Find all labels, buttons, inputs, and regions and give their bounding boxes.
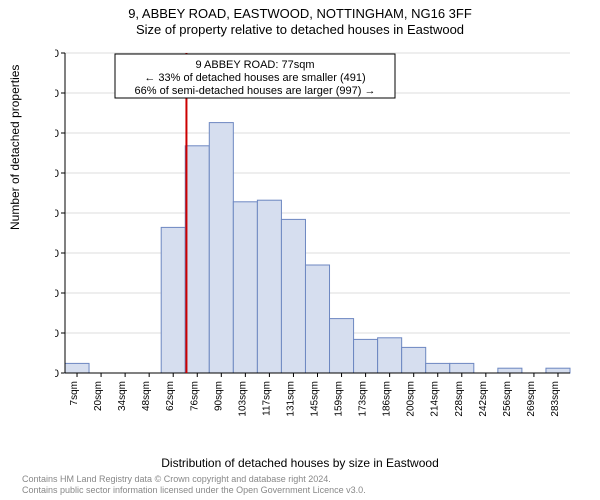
histogram-bar bbox=[378, 338, 402, 373]
histogram-bar bbox=[450, 363, 474, 373]
svg-text:214sqm: 214sqm bbox=[430, 381, 441, 417]
svg-text:103sqm: 103sqm bbox=[237, 381, 248, 417]
histogram-bar bbox=[257, 200, 281, 373]
histogram-bar bbox=[498, 368, 522, 373]
svg-text:0: 0 bbox=[55, 368, 59, 380]
svg-text:34sqm: 34sqm bbox=[117, 381, 128, 411]
svg-text:242sqm: 242sqm bbox=[478, 381, 489, 417]
annotation-line2: ← 33% of detached houses are smaller (49… bbox=[144, 72, 365, 84]
histogram-bar bbox=[185, 146, 209, 373]
footer-line2: Contains public sector information licen… bbox=[22, 485, 366, 496]
svg-text:400: 400 bbox=[55, 48, 59, 60]
footer-line1: Contains HM Land Registry data © Crown c… bbox=[22, 474, 366, 485]
histogram-bar bbox=[354, 339, 378, 373]
svg-text:150: 150 bbox=[55, 248, 59, 260]
histogram-bar bbox=[65, 363, 89, 373]
svg-text:50: 50 bbox=[55, 328, 59, 340]
svg-text:159sqm: 159sqm bbox=[334, 381, 345, 417]
x-axis-label: Distribution of detached houses by size … bbox=[0, 456, 600, 470]
chart-title-desc: Size of property relative to detached ho… bbox=[0, 22, 600, 38]
svg-text:145sqm: 145sqm bbox=[310, 381, 321, 417]
svg-text:269sqm: 269sqm bbox=[526, 381, 537, 417]
svg-text:250: 250 bbox=[55, 168, 59, 180]
histogram-bar bbox=[161, 227, 185, 373]
attribution-footer: Contains HM Land Registry data © Crown c… bbox=[22, 474, 366, 496]
svg-text:131sqm: 131sqm bbox=[285, 381, 296, 417]
histogram-bar bbox=[305, 265, 329, 373]
y-axis-label: Number of detached properties bbox=[8, 65, 22, 230]
svg-text:300: 300 bbox=[55, 128, 59, 140]
svg-text:117sqm: 117sqm bbox=[261, 381, 272, 416]
svg-text:228sqm: 228sqm bbox=[454, 381, 465, 417]
annotation-line3: 66% of semi-detached houses are larger (… bbox=[135, 85, 376, 97]
histogram-bar bbox=[402, 347, 426, 373]
histogram-bar bbox=[209, 123, 233, 373]
histogram-plot: 0 50 100 150 200 250 300 350 400 7sqm 20sqm 34sqm 48… bbox=[55, 48, 575, 418]
svg-text:62sqm: 62sqm bbox=[165, 381, 176, 411]
svg-text:20sqm: 20sqm bbox=[93, 381, 104, 411]
svg-text:186sqm: 186sqm bbox=[382, 381, 393, 417]
svg-text:256sqm: 256sqm bbox=[502, 381, 513, 417]
histogram-bar bbox=[546, 368, 570, 373]
svg-text:48sqm: 48sqm bbox=[141, 381, 152, 411]
svg-text:7sqm: 7sqm bbox=[69, 381, 80, 405]
svg-text:173sqm: 173sqm bbox=[358, 381, 369, 417]
histogram-bar bbox=[281, 219, 305, 373]
histogram-bar bbox=[426, 363, 450, 373]
svg-text:100: 100 bbox=[55, 288, 59, 300]
svg-text:283sqm: 283sqm bbox=[550, 381, 561, 417]
annotation-line1: 9 ABBEY ROAD: 77sqm bbox=[195, 59, 314, 71]
chart-title-address: 9, ABBEY ROAD, EASTWOOD, NOTTINGHAM, NG1… bbox=[0, 6, 600, 22]
svg-text:76sqm: 76sqm bbox=[189, 381, 200, 411]
svg-text:200: 200 bbox=[55, 208, 59, 220]
svg-text:90sqm: 90sqm bbox=[213, 381, 224, 411]
histogram-bar bbox=[233, 202, 257, 373]
svg-text:200sqm: 200sqm bbox=[406, 381, 417, 417]
svg-text:350: 350 bbox=[55, 88, 59, 100]
histogram-bar bbox=[330, 319, 354, 373]
